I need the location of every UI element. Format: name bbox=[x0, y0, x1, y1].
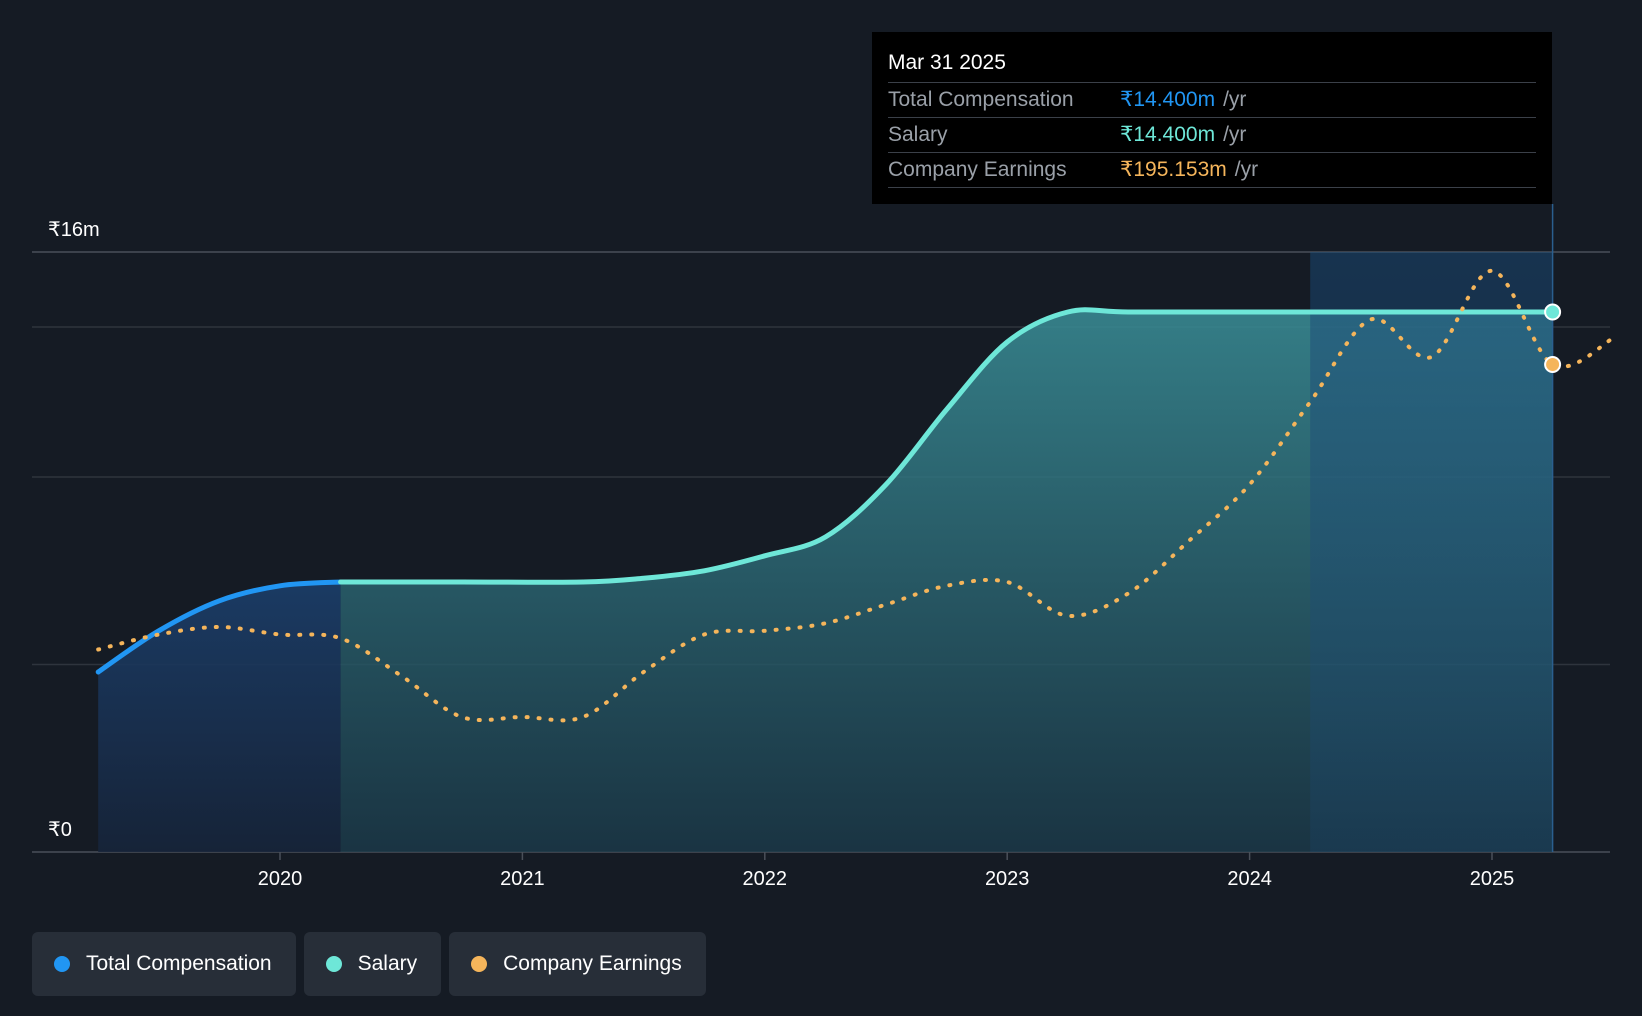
tooltip-row-total-compensation: Total Compensation ₹14.400m /yr bbox=[888, 83, 1536, 118]
legend-label: Company Earnings bbox=[503, 952, 682, 975]
y-tick-label: ₹16m bbox=[48, 219, 100, 241]
tooltip-label: Company Earnings bbox=[888, 158, 1067, 181]
legend-item-total-compensation[interactable]: Total Compensation bbox=[32, 932, 296, 996]
legend-label: Total Compensation bbox=[86, 952, 272, 975]
tooltip-row-company-earnings: Company Earnings ₹195.153m /yr bbox=[888, 153, 1536, 188]
tooltip-unit: /yr bbox=[1234, 158, 1259, 181]
tooltip-label: Total Compensation bbox=[888, 88, 1074, 111]
highlight-overlay bbox=[1310, 252, 1553, 852]
total-compensation-dot-icon bbox=[54, 956, 70, 972]
legend: Total Compensation Salary Company Earnin… bbox=[32, 932, 706, 996]
tooltip-date: Mar 31 2025 bbox=[888, 46, 1536, 83]
salary-area bbox=[340, 309, 1553, 852]
tooltip-value: ₹195.153m bbox=[1120, 158, 1227, 181]
legend-item-company-earnings[interactable]: Company Earnings bbox=[449, 932, 706, 996]
company-earnings-marker bbox=[1544, 356, 1562, 373]
tooltip: Mar 31 2025 Total Compensation ₹14.400m … bbox=[872, 32, 1552, 204]
x-tick-label: 2022 bbox=[743, 868, 788, 890]
total-compensation-area bbox=[98, 582, 341, 852]
company-earnings-dot-icon bbox=[471, 956, 488, 972]
tooltip-value: ₹14.400m bbox=[1120, 123, 1216, 146]
y-tick-label: ₹0 bbox=[48, 819, 72, 841]
tooltip-value: ₹14.400m bbox=[1120, 88, 1216, 111]
x-tick-label: 2023 bbox=[985, 868, 1030, 890]
salary-dot-icon bbox=[325, 956, 342, 972]
tooltip-row-salary: Salary ₹14.400m /yr bbox=[888, 118, 1536, 153]
tooltip-unit: /yr bbox=[1223, 88, 1247, 111]
x-tick-label: 2025 bbox=[1470, 868, 1515, 890]
tooltip-unit: /yr bbox=[1223, 123, 1247, 146]
total-compensation-line bbox=[95, 579, 344, 675]
x-tick-label: 2024 bbox=[1227, 868, 1272, 890]
salary-line bbox=[338, 307, 1556, 585]
salary-marker bbox=[1544, 303, 1562, 321]
legend-item-salary[interactable]: Salary bbox=[303, 932, 442, 996]
x-tick-label: 2020 bbox=[258, 868, 303, 890]
legend-label: Salary bbox=[357, 952, 418, 975]
tooltip-label: Salary bbox=[888, 123, 948, 146]
x-tick-label: 2021 bbox=[500, 868, 545, 890]
